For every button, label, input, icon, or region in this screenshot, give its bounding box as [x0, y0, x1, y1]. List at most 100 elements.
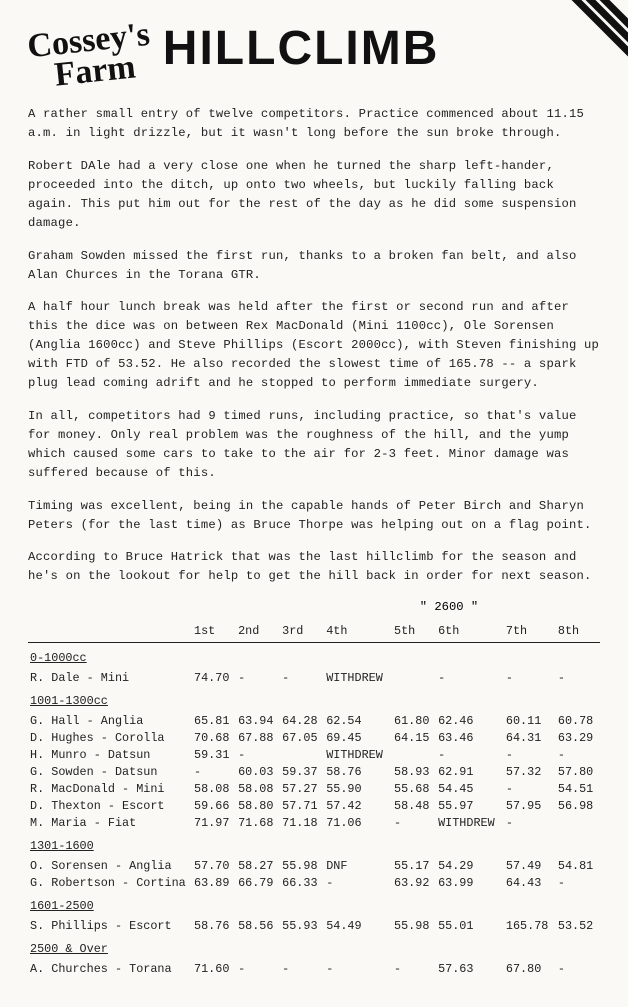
time-cell: 58.27 — [236, 857, 280, 874]
class-row: 1001-1300cc — [28, 686, 600, 712]
table-row: S. Phillips - Escort58.7658.5655.9354.49… — [28, 917, 600, 934]
competitor-name: G. Sowden - Datsun — [28, 763, 192, 780]
class-label: 1001-1300cc — [28, 686, 600, 712]
time-cell: - — [556, 874, 600, 891]
competitor-name: M. Maria - Fiat — [28, 814, 192, 831]
time-cell: - — [192, 763, 236, 780]
time-cell: 69.45 — [324, 729, 392, 746]
competitor-name: R. MacDonald - Mini — [28, 780, 192, 797]
time-cell: 71.60 — [192, 960, 236, 977]
col-header: 5th — [392, 620, 436, 643]
time-cell: 62.46 — [436, 712, 504, 729]
header: Cossey's Farm HILLCLIMB — [28, 18, 600, 79]
time-cell: 58.08 — [236, 780, 280, 797]
time-cell: 57.71 — [280, 797, 324, 814]
time-cell: - — [280, 960, 324, 977]
time-cell: - — [504, 746, 556, 763]
table-header: 1st 2nd 3rd 4th 5th 6th 7th 8th — [28, 620, 600, 643]
competitor-name: D. Thexton - Escort — [28, 797, 192, 814]
time-cell: - — [392, 814, 436, 831]
table-row: G. Hall - Anglia65.8163.9464.2862.5461.8… — [28, 712, 600, 729]
time-cell: 57.63 — [436, 960, 504, 977]
table-row: M. Maria - Fiat71.9771.6871.1871.06-WITH… — [28, 814, 600, 831]
time-cell: - — [236, 746, 280, 763]
time-cell: - — [436, 746, 504, 763]
time-cell — [392, 746, 436, 763]
time-cell: 63.92 — [392, 874, 436, 891]
paragraph: Timing was excellent, being in the capab… — [28, 497, 600, 535]
time-cell: 71.06 — [324, 814, 392, 831]
time-cell: 54.29 — [436, 857, 504, 874]
col-header — [28, 620, 192, 643]
time-cell: 54.45 — [436, 780, 504, 797]
time-cell: - — [324, 960, 392, 977]
time-cell: 59.37 — [280, 763, 324, 780]
time-cell: 60.03 — [236, 763, 280, 780]
table-row: H. Munro - Datsun59.31-WITHDREW--- — [28, 746, 600, 763]
time-cell: 60.78 — [556, 712, 600, 729]
time-cell: 58.56 — [236, 917, 280, 934]
time-cell: DNF — [324, 857, 392, 874]
class-label: 1301-1600 — [28, 831, 600, 857]
class-label: 0-1000cc — [28, 643, 600, 670]
time-cell: 67.80 — [504, 960, 556, 977]
time-cell: 55.93 — [280, 917, 324, 934]
time-cell: 57.95 — [504, 797, 556, 814]
col-header: 7th — [504, 620, 556, 643]
time-cell: 63.29 — [556, 729, 600, 746]
col-header: 3rd — [280, 620, 324, 643]
time-cell: 63.89 — [192, 874, 236, 891]
time-cell: - — [504, 780, 556, 797]
time-cell: 55.90 — [324, 780, 392, 797]
table-title: " 2600 " — [298, 600, 600, 614]
time-cell: 55.17 — [392, 857, 436, 874]
page: Cossey's Farm HILLCLIMB A rather small e… — [0, 0, 628, 1007]
time-cell: 55.98 — [280, 857, 324, 874]
time-cell: 57.49 — [504, 857, 556, 874]
time-cell: 57.27 — [280, 780, 324, 797]
time-cell: 59.66 — [192, 797, 236, 814]
time-cell: 64.28 — [280, 712, 324, 729]
class-row: 1301-1600 — [28, 831, 600, 857]
time-cell: 63.94 — [236, 712, 280, 729]
time-cell: 70.68 — [192, 729, 236, 746]
time-cell: 58.76 — [324, 763, 392, 780]
time-cell — [556, 814, 600, 831]
time-cell: 57.80 — [556, 763, 600, 780]
competitor-name: S. Phillips - Escort — [28, 917, 192, 934]
time-cell: - — [504, 814, 556, 831]
results-table: 1st 2nd 3rd 4th 5th 6th 7th 8th 0-1000cc… — [28, 620, 600, 977]
time-cell: 62.54 — [324, 712, 392, 729]
competitor-name: D. Hughes - Corolla — [28, 729, 192, 746]
time-cell: 61.80 — [392, 712, 436, 729]
time-cell: - — [504, 669, 556, 686]
col-header: 4th — [324, 620, 392, 643]
time-cell: 64.15 — [392, 729, 436, 746]
time-cell: - — [556, 669, 600, 686]
time-cell: 55.97 — [436, 797, 504, 814]
time-cell: 55.01 — [436, 917, 504, 934]
time-cell: - — [392, 960, 436, 977]
col-header: 6th — [436, 620, 504, 643]
time-cell: - — [436, 669, 504, 686]
paragraph: A half hour lunch break was held after t… — [28, 298, 600, 393]
time-cell: 57.42 — [324, 797, 392, 814]
time-cell: 64.31 — [504, 729, 556, 746]
time-cell: 74.70 — [192, 669, 236, 686]
table-body: 0-1000ccR. Dale - Mini74.70--WITHDREW---… — [28, 643, 600, 978]
time-cell: 58.08 — [192, 780, 236, 797]
paragraph: Robert DAle had a very close one when he… — [28, 157, 600, 233]
time-cell: 65.81 — [192, 712, 236, 729]
class-row: 0-1000cc — [28, 643, 600, 670]
competitor-name: R. Dale - Mini — [28, 669, 192, 686]
class-row: 2500 & Over — [28, 934, 600, 960]
time-cell: 60.11 — [504, 712, 556, 729]
class-row: 1601-2500 — [28, 891, 600, 917]
time-cell: 54.49 — [324, 917, 392, 934]
time-cell: WITHDREW — [324, 669, 392, 686]
corner-decor — [538, 0, 628, 60]
time-cell: 165.78 — [504, 917, 556, 934]
time-cell: 71.68 — [236, 814, 280, 831]
time-cell: 67.88 — [236, 729, 280, 746]
time-cell: - — [236, 960, 280, 977]
